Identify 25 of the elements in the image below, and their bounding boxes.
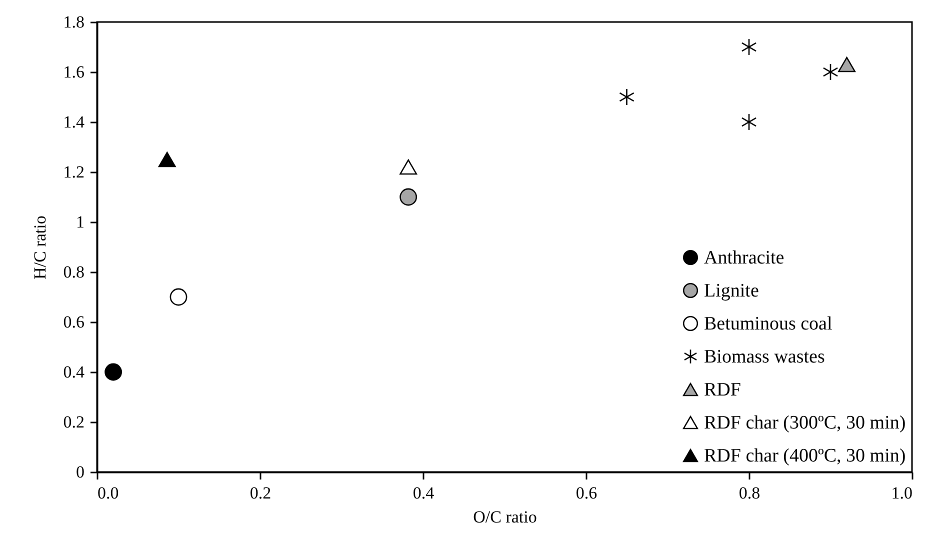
x-tick-label: 0.8	[738, 484, 760, 502]
y-tick-label: 1	[76, 212, 84, 232]
y-tick-label: 1.6	[63, 62, 84, 82]
x-tick-label: 1.0	[891, 484, 912, 502]
legend-label: Betuminous coal	[704, 314, 832, 334]
x-tick-label: 0.6	[576, 484, 598, 502]
y-tick-label: 0	[76, 462, 84, 482]
legend-label: RDF char (400ºC, 30 min)	[704, 446, 906, 466]
x-tick-label: 0.0	[98, 484, 119, 502]
legend-label: RDF	[704, 380, 741, 400]
y-axis-title: H/C ratio	[30, 216, 50, 280]
y-tick-label: 1.8	[63, 12, 84, 32]
y-tick-label: 1.4	[63, 112, 85, 132]
legend-label: Lignite	[704, 280, 759, 302]
legend-label: RDF char (300ºC, 30 min)	[704, 412, 906, 434]
x-tick-label: 0.4	[412, 484, 435, 502]
x-tick-label: 0.2	[250, 484, 272, 502]
y-tick-label: 0.4	[63, 362, 85, 382]
x-axis-title: O/C ratio	[473, 508, 537, 526]
legend-label: Biomass wastes	[704, 346, 825, 368]
legend-label: Anthracite	[704, 248, 784, 268]
y-tick-label: 0.2	[63, 412, 84, 432]
y-tick-label: 0.8	[63, 262, 84, 282]
y-tick-label: 0.6	[63, 312, 84, 332]
y-tick-label: 1.2	[63, 162, 84, 182]
